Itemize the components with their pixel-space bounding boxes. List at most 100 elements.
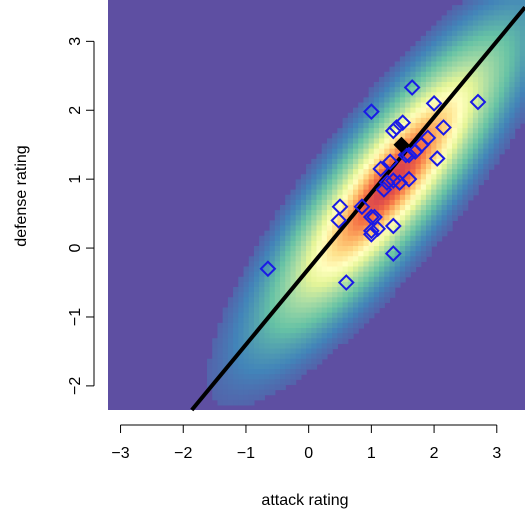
heatmap-cell — [379, 205, 385, 211]
heatmap-cell — [233, 348, 239, 355]
heatmap-cell — [373, 123, 380, 129]
heatmap-cell — [514, 71, 521, 78]
heatmap-cell — [280, 322, 286, 329]
heatmap-cell — [347, 148, 354, 155]
heatmap-cell — [467, 117, 474, 124]
heatmap-cell — [368, 112, 375, 119]
heatmap-cell — [415, 41, 422, 47]
heatmap-cell — [384, 215, 391, 221]
heatmap-cell — [373, 82, 380, 88]
heatmap-cell — [321, 240, 328, 247]
heatmap-cell — [452, 184, 458, 191]
heatmap-cell — [269, 338, 276, 344]
heatmap-cell — [300, 363, 307, 370]
heatmap-cell — [379, 225, 385, 232]
heatmap-cell — [352, 312, 359, 319]
heatmap-cell — [253, 261, 260, 268]
heatmap-cell — [306, 312, 312, 319]
heatmap-cell — [415, 225, 422, 232]
x-tick-label: 1 — [367, 445, 376, 462]
heatmap-cell — [316, 276, 323, 283]
heatmap-cell — [472, 30, 479, 37]
heatmap-cell — [352, 123, 359, 129]
heatmap-cell — [410, 76, 417, 83]
heatmap-cell — [295, 225, 302, 232]
heatmap-cell — [452, 179, 458, 186]
heatmap-cell — [394, 148, 401, 155]
heatmap-cell — [467, 5, 474, 11]
heatmap-cell — [321, 205, 328, 211]
heatmap-cell — [311, 322, 318, 329]
heatmap-cell — [207, 358, 213, 365]
heatmap-cell — [222, 312, 229, 319]
heatmap-cell — [326, 338, 333, 344]
heatmap-cell — [222, 348, 229, 355]
heatmap-cell — [498, 102, 505, 109]
heatmap-cell — [509, 97, 516, 104]
heatmap-cell — [326, 348, 333, 355]
heatmap-cell — [337, 261, 344, 268]
heatmap-cell — [452, 5, 458, 11]
heatmap-cell — [379, 164, 385, 170]
heatmap-cell — [498, 123, 505, 129]
heatmap-cell — [248, 317, 255, 324]
heatmap-cell — [394, 164, 401, 170]
heatmap-cell — [436, 117, 443, 124]
heatmap-cell — [253, 302, 260, 309]
heatmap-cell — [321, 261, 328, 268]
heatmap-cell — [332, 322, 338, 329]
heatmap-cell — [399, 107, 406, 114]
heatmap-cell — [410, 225, 417, 232]
heatmap-cell — [399, 158, 406, 165]
heatmap-cell — [457, 56, 464, 63]
heatmap-cell — [306, 240, 312, 247]
heatmap-cell — [300, 322, 307, 329]
heatmap-cell — [514, 30, 521, 37]
heatmap-cell — [332, 210, 338, 216]
heatmap-cell — [342, 189, 349, 196]
heatmap-cell — [410, 102, 417, 109]
heatmap-cell — [467, 189, 474, 196]
heatmap-cell — [280, 235, 286, 242]
heatmap-cell — [425, 46, 432, 52]
heatmap-cell — [295, 256, 302, 262]
heatmap-cell — [399, 128, 406, 134]
heatmap-cell — [321, 215, 328, 221]
heatmap-cell — [384, 112, 391, 119]
heatmap-cell — [384, 297, 391, 303]
heatmap-cell — [425, 87, 432, 93]
heatmap-cell — [238, 302, 245, 309]
heatmap-cell — [399, 246, 406, 252]
heatmap-cell — [227, 374, 234, 380]
heatmap-cell — [446, 51, 453, 57]
heatmap-cell — [379, 153, 385, 160]
heatmap-cell — [472, 82, 479, 88]
heatmap-cell — [410, 205, 417, 211]
heatmap-cell — [457, 30, 464, 37]
heatmap-cell — [274, 235, 281, 242]
heatmap-cell — [321, 333, 328, 339]
heatmap-cell — [472, 46, 479, 52]
heatmap-cell — [431, 148, 437, 155]
heatmap-cell — [290, 271, 297, 278]
heatmap-cell — [332, 133, 338, 139]
heatmap-cell — [509, 112, 516, 119]
heatmap-cell — [452, 153, 458, 160]
heatmap-cell — [243, 394, 250, 401]
heatmap-cell — [467, 15, 474, 22]
heatmap-cell — [321, 194, 328, 201]
heatmap-cell — [472, 143, 479, 150]
heatmap-cell — [452, 25, 458, 32]
heatmap-cell — [259, 369, 265, 375]
heatmap-cell — [452, 205, 458, 211]
heatmap-cell — [316, 158, 323, 165]
heatmap-cell — [493, 20, 500, 27]
heatmap-cell — [306, 297, 312, 303]
heatmap-cell — [373, 302, 380, 309]
heatmap-cell — [306, 179, 312, 186]
heatmap-cell — [493, 92, 500, 98]
heatmap-cell — [478, 87, 484, 93]
heatmap-cell — [436, 71, 443, 78]
heatmap-cell — [290, 297, 297, 303]
heatmap-cell — [332, 266, 338, 273]
